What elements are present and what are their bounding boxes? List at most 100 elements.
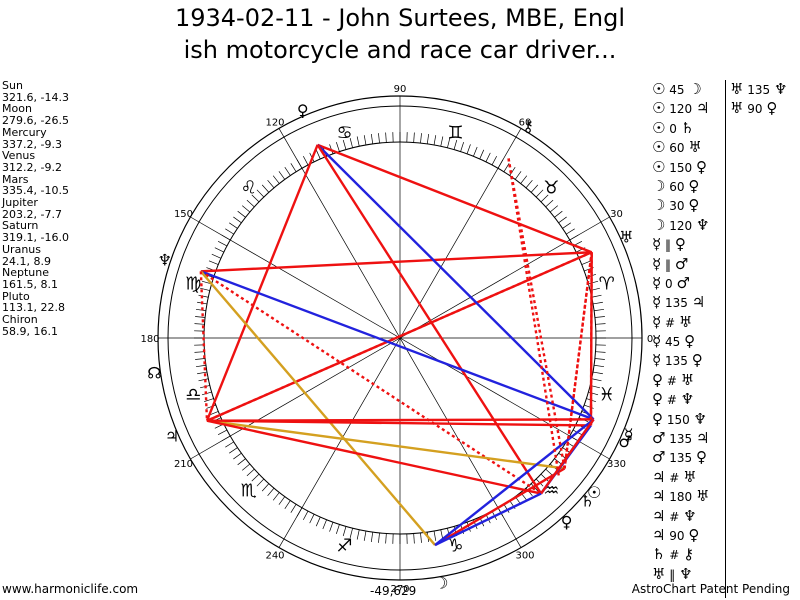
degree-tick	[485, 152, 491, 162]
aspect-line	[434, 418, 595, 546]
planet-glyph: ⚷	[522, 117, 534, 136]
degree-tick	[433, 530, 437, 541]
aspect-planet-2: ♆	[774, 80, 788, 98]
aspect-row: ♀ # ♅	[652, 371, 724, 390]
degree-tick	[420, 133, 422, 144]
aspect-row: ♃ # ♅	[652, 468, 724, 487]
degree-tick	[595, 351, 606, 353]
aspect-row: ☽ 60 ♀	[652, 177, 724, 196]
aspect-planet-2: ♀	[691, 351, 703, 370]
aspect-angle: #	[661, 315, 679, 330]
zodiac-sign-glyph: ♍	[185, 274, 201, 295]
zodiac-sign-glyph: ♑	[447, 536, 463, 557]
degree-tick	[594, 316, 605, 318]
aspect-angle: 45	[661, 335, 685, 350]
degree-tick	[566, 228, 575, 235]
degree-tick	[214, 247, 224, 253]
aspect-line	[199, 271, 209, 421]
degree-tick	[211, 253, 222, 259]
degree-tick	[562, 222, 571, 229]
position-value: 113.1, 22.8	[2, 301, 65, 315]
aspect-row: ♂ 135 ♀	[652, 448, 724, 467]
degree-tick	[592, 301, 603, 305]
degree-tick	[251, 473, 260, 482]
degree-tick	[309, 514, 315, 524]
degree-tick	[356, 529, 360, 540]
degree-tick	[370, 133, 374, 144]
aspect-line	[200, 270, 542, 495]
degree-tick	[241, 463, 251, 471]
degree-tick	[208, 260, 219, 265]
degree-tick	[545, 199, 554, 208]
position-name: Moon	[2, 102, 32, 116]
degree-tick	[233, 216, 242, 224]
degree-tick	[272, 175, 280, 184]
degree-tick	[440, 136, 444, 147]
aspect-planet-2: ♀	[766, 99, 778, 118]
degree-tick	[549, 205, 559, 213]
aspect-planet-1: ☉	[652, 118, 666, 137]
position-value: 321.6, -14.3	[2, 90, 69, 104]
aspect-planet-1: ♃	[652, 506, 666, 525]
aspect-row: ♅ 90 ♀	[730, 99, 796, 118]
degree-tick	[540, 194, 549, 203]
degree-tick	[378, 133, 380, 144]
degree-tick	[591, 378, 602, 382]
degree-tick	[370, 532, 374, 543]
aspect-row: ☉ 150 ♀	[652, 158, 724, 177]
planet-glyph: ☉	[587, 483, 601, 502]
aspect-angle: 135	[665, 451, 696, 466]
degree-tick	[554, 210, 563, 218]
aspect-planet-1: ☉	[652, 80, 666, 98]
aspect-planet-2: ♅	[680, 370, 695, 389]
degree-tick	[195, 316, 206, 318]
planet-glyph: ☊	[147, 364, 161, 383]
degree-tick	[217, 429, 228, 436]
degree-tick	[473, 146, 478, 157]
aspect-planet-2: ♅	[688, 138, 702, 157]
degree-tick	[342, 526, 347, 537]
degree-tick	[525, 179, 533, 189]
site-link[interactable]: www.harmoniclife.com	[2, 582, 139, 596]
patent-note: AstroChart Patent Pending	[631, 582, 790, 596]
position-name: Jupiter	[2, 196, 38, 210]
aspect-planet-1: ♀	[652, 390, 663, 409]
degree-tick	[595, 323, 606, 325]
title-line-1: 1934-02-11 - John Surtees, MBE, Engl	[174, 4, 626, 32]
degree-tick	[267, 487, 275, 497]
degree-tick	[356, 136, 360, 147]
degree-tick	[246, 468, 255, 477]
aspect-row: ☿ 135 ♃	[652, 293, 724, 312]
degree-label: 60	[519, 117, 532, 128]
aspect-angle: 150	[665, 160, 696, 175]
degree-tick	[349, 528, 353, 538]
aspect-planet-1: ♂	[652, 429, 666, 448]
aspect-angle: 60	[665, 141, 689, 156]
degree-tick	[272, 492, 280, 501]
aspect-planet-2: ⚷	[683, 545, 695, 564]
aspect-planet-1: ☿	[652, 273, 662, 292]
degree-tick	[302, 510, 309, 521]
position-value: 161.5, 8.1	[2, 277, 58, 291]
aspect-line	[205, 144, 319, 422]
aspect-line	[507, 157, 560, 476]
aspect-planet-2: ♀	[688, 196, 700, 215]
degree-label: 0	[647, 334, 653, 345]
column-divider	[725, 80, 726, 598]
degree-label: 210	[174, 459, 193, 470]
position-name: Mars	[2, 172, 29, 186]
aspect-row: ♄ # ⚷	[652, 545, 724, 564]
degree-tick	[195, 308, 206, 312]
degree-tick	[581, 260, 592, 265]
aspect-angle: 135	[743, 83, 774, 97]
degree-label: 150	[174, 209, 193, 220]
degree-tick	[460, 141, 464, 152]
zodiac-sign-glyph: ♏	[241, 480, 257, 501]
aspect-angle: 135	[661, 354, 692, 369]
position-value: 279.6, -26.5	[2, 114, 69, 128]
aspect-angle: ‖	[665, 567, 680, 582]
degree-tick	[198, 378, 209, 382]
aspect-line	[206, 251, 593, 422]
degree-tick	[290, 504, 297, 513]
position-value: 337.2, -9.3	[2, 137, 62, 151]
